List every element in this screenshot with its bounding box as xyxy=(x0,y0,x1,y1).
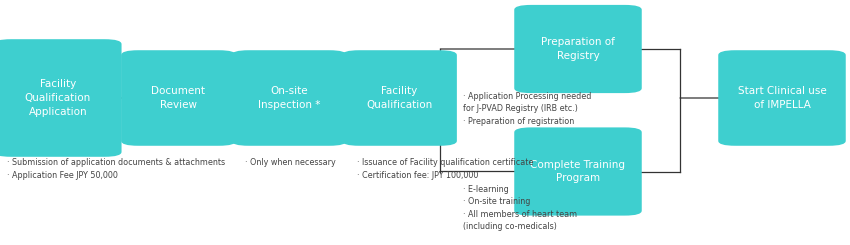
Text: Facility
Qualification: Facility Qualification xyxy=(366,86,433,110)
Text: · Only when necessary: · Only when necessary xyxy=(245,158,336,167)
FancyBboxPatch shape xyxy=(342,50,457,146)
Text: Start Clinical use
of IMPELLA: Start Clinical use of IMPELLA xyxy=(738,86,826,110)
FancyBboxPatch shape xyxy=(0,39,122,157)
Text: Complete Training
Program: Complete Training Program xyxy=(530,160,626,183)
FancyBboxPatch shape xyxy=(121,50,235,146)
Text: Document
Review: Document Review xyxy=(151,86,206,110)
FancyBboxPatch shape xyxy=(514,5,642,93)
Text: · Submission of application documents & attachments
· Application Fee JPY 50,000: · Submission of application documents & … xyxy=(7,158,225,180)
Text: · E-learning
· On-site training
· All members of heart team
(including co-medica: · E-learning · On-site training · All me… xyxy=(463,185,577,232)
Text: · Issuance of Facility qualification certificate
· Certification fee: JPY 100,00: · Issuance of Facility qualification cer… xyxy=(357,158,534,180)
Text: On-site
Inspection *: On-site Inspection * xyxy=(258,86,320,110)
Text: Facility
Qualification
Application: Facility Qualification Application xyxy=(25,79,91,117)
Text: Preparation of
Registry: Preparation of Registry xyxy=(541,37,615,61)
Text: · Application Processing needed
for J-PVAD Registry (IRB etc.)
· Preparation of : · Application Processing needed for J-PV… xyxy=(463,92,592,126)
FancyBboxPatch shape xyxy=(514,127,642,216)
FancyBboxPatch shape xyxy=(718,50,846,146)
FancyBboxPatch shape xyxy=(231,50,347,146)
